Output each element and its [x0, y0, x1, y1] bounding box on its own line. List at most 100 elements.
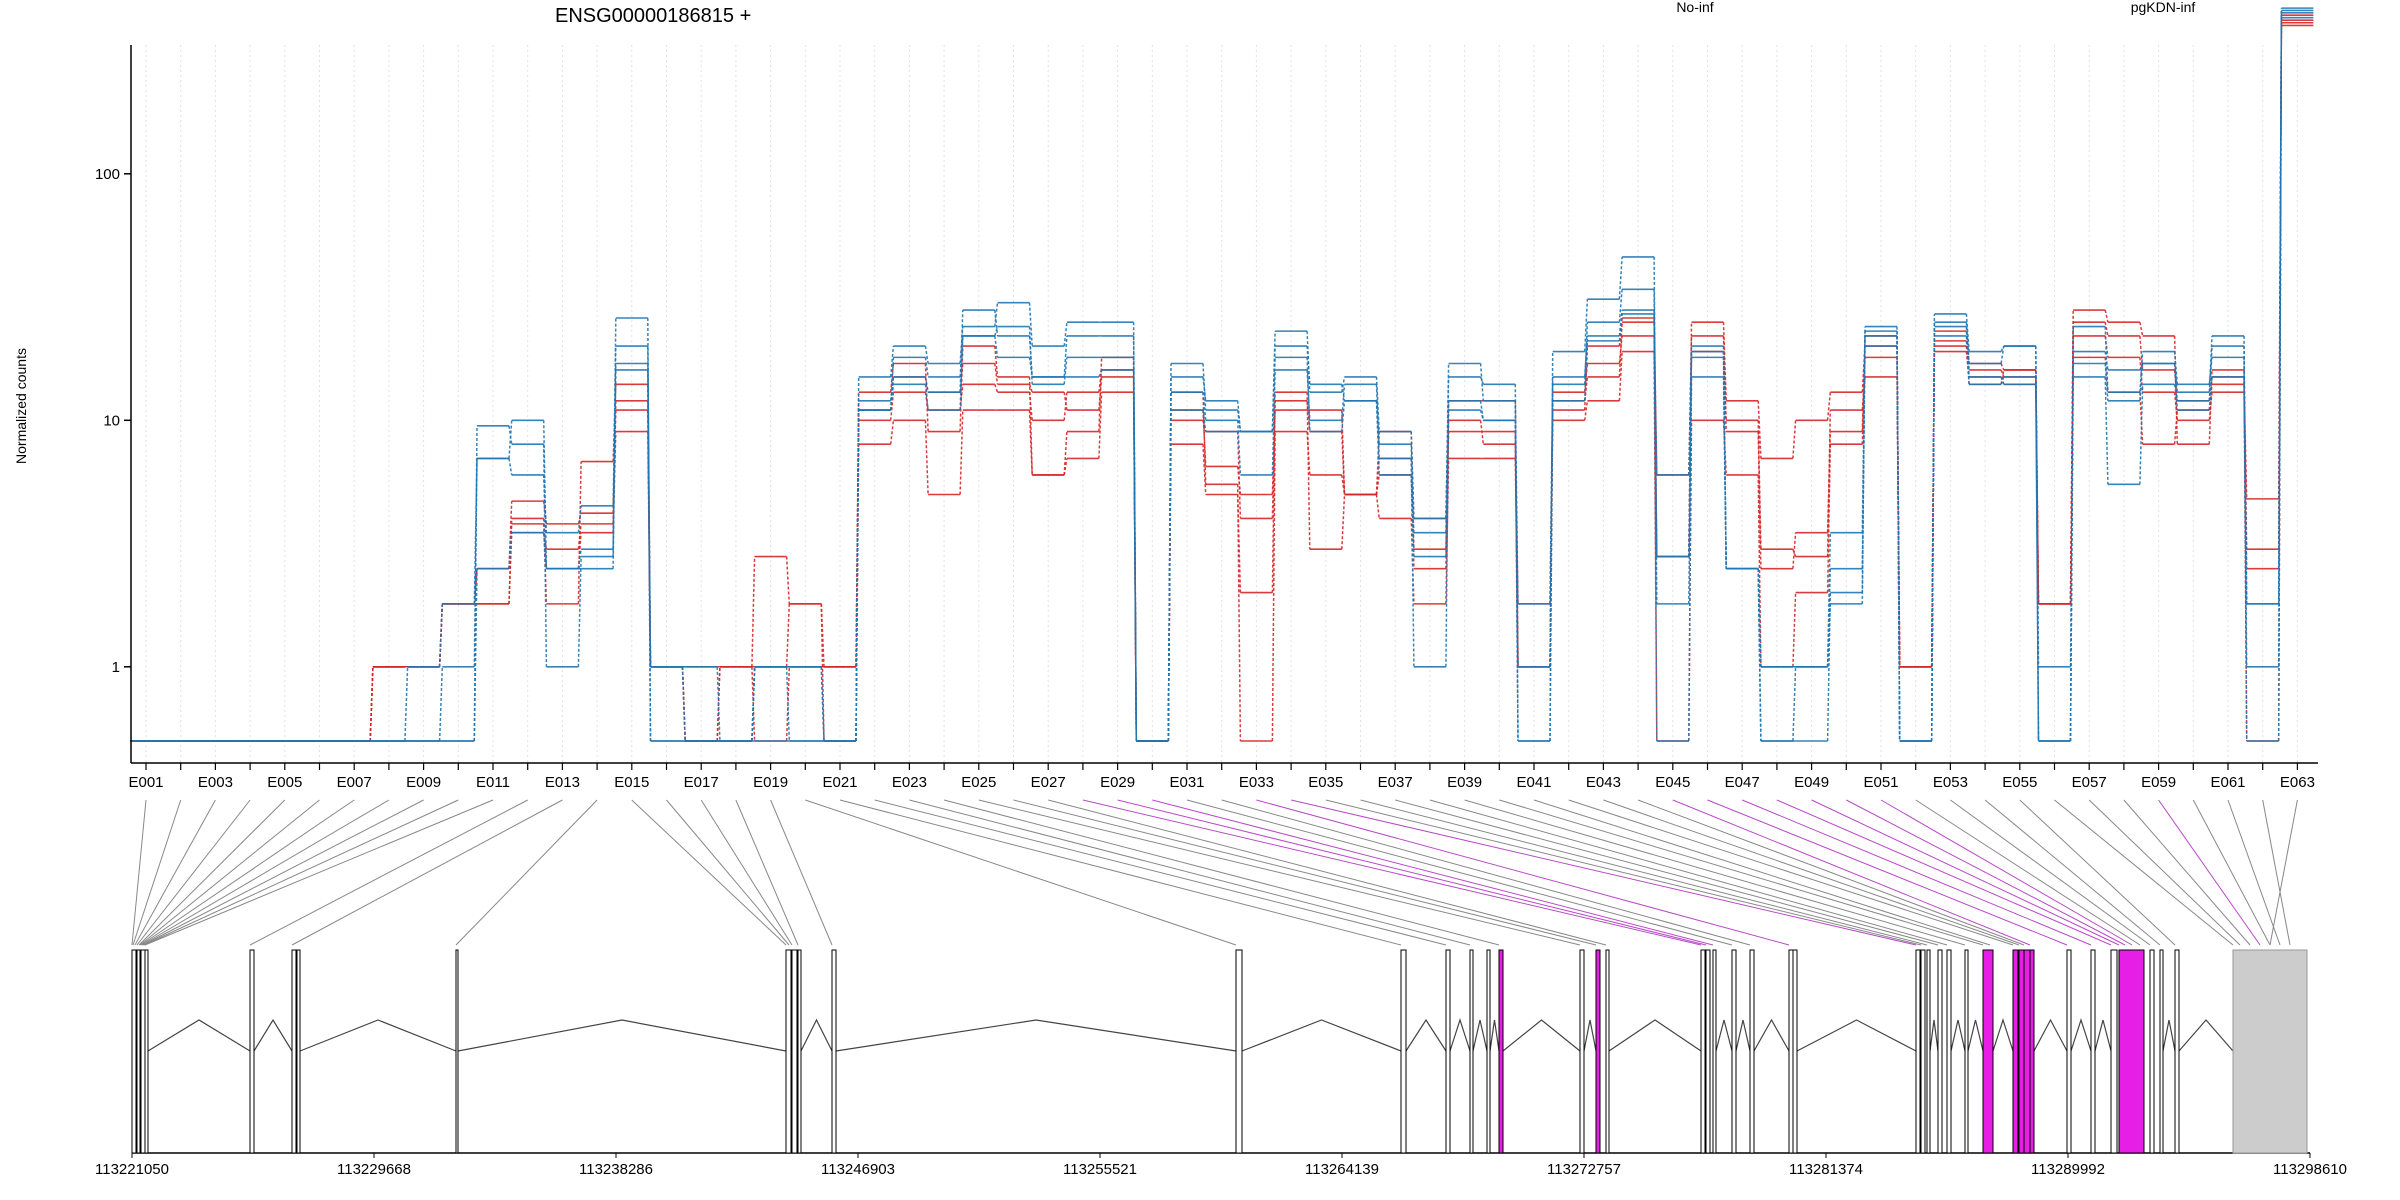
exon-connector	[1950, 799, 2151, 946]
x-tick-label: E023	[892, 774, 927, 791]
exon-connector	[1117, 799, 1707, 946]
exon-box	[1579, 949, 1585, 1154]
exon-connector	[142, 799, 424, 946]
exon-connector	[1325, 799, 1922, 946]
x-tick-label: E003	[198, 774, 233, 791]
exon-connector	[2054, 799, 2234, 946]
intron	[147, 1019, 251, 1052]
x-tick-label: E027	[1031, 774, 1066, 791]
exon-connector	[1395, 799, 1939, 946]
exon-box	[1937, 949, 1943, 1154]
exon-box	[1946, 949, 1952, 1154]
exon-box	[1700, 949, 1706, 1154]
exon-box	[2159, 949, 2164, 1154]
exon-connector	[1256, 799, 1790, 946]
exon-box	[1731, 949, 1737, 1154]
exon-box	[2090, 949, 2096, 1154]
series-steps	[130, 9, 2314, 742]
intron	[2162, 1019, 2176, 1052]
intron	[1502, 1019, 1581, 1052]
exon-connector	[1360, 799, 1928, 946]
exon-connector	[144, 799, 494, 946]
x-tick-label: E053	[1933, 774, 1968, 791]
intron	[1753, 1018, 1790, 1052]
exon-connector	[131, 799, 147, 946]
exon-connector	[1048, 799, 1607, 946]
intron	[1449, 1018, 1471, 1052]
exon-connector	[874, 799, 1447, 946]
exon-box	[1705, 949, 1711, 1154]
exon-connector	[1013, 799, 1597, 946]
chart-title: ENSG00000186815 +	[555, 5, 751, 27]
y-axis-label: Normalized counts	[13, 348, 29, 464]
x-tick-label: E033	[1239, 774, 1274, 791]
exon-box	[2174, 949, 2180, 1154]
coordinate-label: 113298610	[2273, 1161, 2347, 1178]
exon-connector	[1846, 799, 2126, 946]
series-steps	[130, 24, 2314, 742]
intron	[1241, 1019, 1402, 1052]
exon-connector	[1776, 799, 2112, 946]
intron	[2033, 1018, 2068, 1052]
exon-connector	[2269, 799, 2298, 946]
exon-box	[291, 949, 297, 1154]
exon-connector	[735, 799, 799, 946]
exon-connector	[978, 799, 1581, 946]
exon-box	[140, 949, 146, 1154]
x-tick-label: E015	[614, 774, 649, 791]
x-tick-label: E035	[1308, 774, 1343, 791]
axes	[130, 45, 2318, 764]
exon-connector	[2019, 799, 2176, 946]
exon-connector	[1707, 799, 2068, 946]
exon-connector	[839, 799, 1402, 946]
exon-box	[1595, 949, 1601, 1154]
exon-box	[2029, 949, 2035, 1154]
exon-connector	[1603, 799, 2020, 946]
exon-connector	[1811, 799, 2120, 946]
exon-box	[1788, 949, 1794, 1154]
exon-connector	[455, 799, 598, 946]
intron	[800, 1018, 833, 1052]
exon-connector	[143, 799, 459, 946]
exon-connector	[1429, 799, 1948, 946]
exon-box	[131, 949, 137, 1154]
y-tick-label: 1	[112, 659, 120, 676]
exon-box	[2066, 949, 2072, 1154]
exon-connector	[2088, 799, 2241, 946]
exon-connector	[140, 799, 355, 946]
intron	[1735, 1019, 1751, 1052]
series-2	[130, 24, 2314, 742]
exon-connector	[700, 799, 793, 946]
exon-connector	[138, 799, 286, 946]
intron	[2178, 1019, 2234, 1052]
exon-box	[1400, 949, 1407, 1154]
exon-box	[1486, 949, 1491, 1154]
y-tick-label: 10	[103, 412, 120, 429]
x-tick-label: E063	[2280, 774, 2315, 791]
x-tick-label: E061	[2210, 774, 2245, 791]
exon-box	[1469, 949, 1474, 1154]
exon-connector	[666, 799, 790, 946]
exon-connector	[1637, 799, 2025, 946]
series-transitions	[162, 25, 2283, 742]
x-tick-label: E009	[406, 774, 441, 791]
exon-box	[1749, 949, 1755, 1154]
x-tick-label: E029	[1100, 774, 1135, 791]
exon-box	[791, 949, 798, 1154]
exon-connector	[1915, 799, 2141, 946]
exon-box	[1712, 949, 1717, 1154]
exon-box	[455, 949, 459, 1154]
coordinate-label: 113281374	[1789, 1161, 1863, 1178]
exon-connector	[2192, 799, 2271, 946]
gene-model	[131, 949, 2310, 1154]
x-tick-label: E055	[2002, 774, 2037, 791]
series-steps	[130, 14, 2314, 742]
exon-connector	[1290, 799, 1917, 946]
exon-connector	[1152, 799, 1714, 946]
exon-connector	[1082, 799, 1702, 946]
exon-connector	[943, 799, 1500, 946]
exon-box	[1792, 949, 1798, 1154]
y-tick-label: 100	[95, 166, 120, 183]
series-3	[130, 14, 2314, 742]
legend-label-no-inf: No-inf	[1676, 0, 1713, 15]
